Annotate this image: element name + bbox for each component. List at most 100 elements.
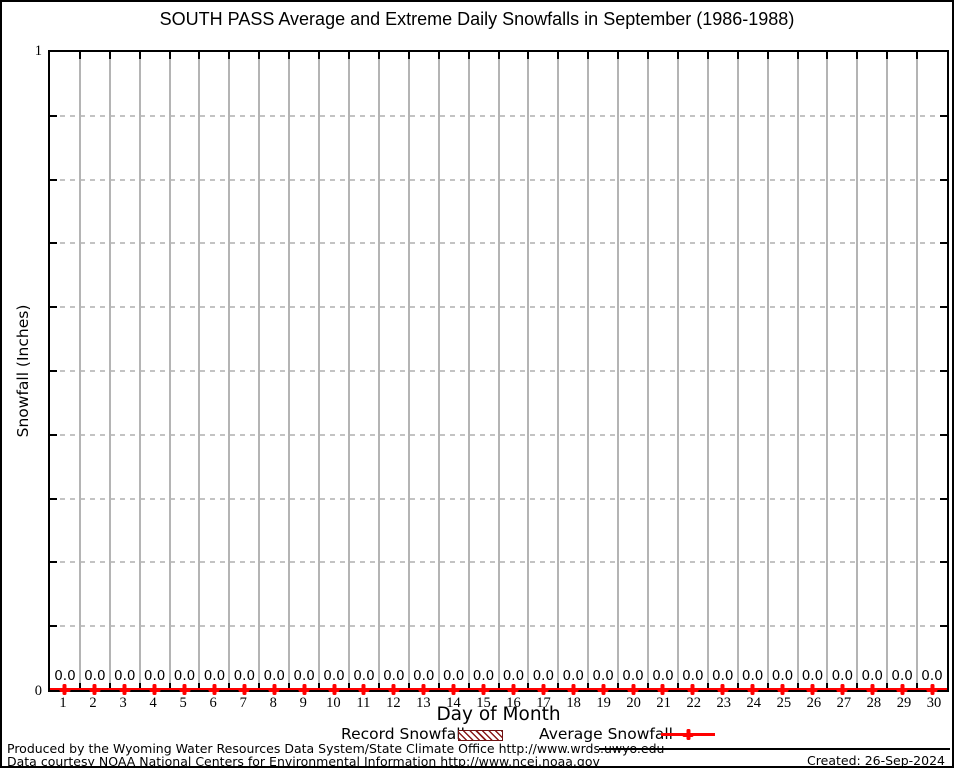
x-tick-bottom — [646, 683, 649, 690]
point-value-label: 0.0 — [652, 668, 674, 684]
x-tick-top — [736, 52, 739, 59]
marker-bar-vertical — [541, 684, 546, 695]
x-tick-bottom — [347, 683, 350, 690]
point-value-label: 0.0 — [413, 668, 435, 684]
x-tick-label: 20 — [626, 695, 641, 711]
point-value-label: 0.0 — [801, 668, 824, 684]
x-tick-label: 12 — [386, 695, 401, 711]
x-tick-label: 24 — [746, 695, 762, 711]
x-tick-top — [826, 52, 829, 59]
footer-created-date: Created: 26-Sep-2024 — [807, 753, 945, 768]
x-tick-top — [587, 52, 590, 59]
x-tick-label: 6 — [209, 695, 217, 711]
x-tick-bottom — [886, 683, 889, 690]
point-value-label: 0.0 — [233, 668, 256, 684]
vertical-gridline — [288, 52, 291, 690]
x-tick-label: 18 — [566, 695, 581, 711]
marker-bar-vertical — [601, 684, 606, 695]
x-tick-label: 28 — [866, 695, 882, 711]
x-tick-top — [856, 52, 859, 59]
x-tick-label: 15 — [476, 695, 491, 711]
x-tick-label: 14 — [446, 695, 461, 711]
footer-data-courtesy: Data courtesy NOAA National Centers for … — [7, 754, 600, 768]
vertical-gridline — [676, 52, 679, 690]
y-minor-tick-right — [940, 433, 947, 436]
x-tick-bottom — [826, 683, 829, 690]
footer-divider — [599, 748, 950, 750]
x-tick-bottom — [617, 683, 620, 690]
point-value-label: 0.0 — [562, 668, 584, 684]
legend: Record Snowfall Average Snowfall — [2, 724, 952, 744]
x-tick-bottom — [706, 683, 709, 690]
marker-bar-vertical — [660, 684, 665, 695]
marker-bar-vertical — [840, 684, 845, 695]
x-tick-bottom — [138, 683, 141, 690]
average-snowfall-marker — [657, 684, 669, 695]
point-value-label: 0.0 — [353, 668, 375, 684]
x-tick-bottom — [377, 683, 380, 690]
point-value-label: 0.0 — [861, 668, 883, 684]
marker-bar-vertical — [152, 684, 157, 695]
point-value-label: 0.0 — [143, 668, 166, 684]
point-value-label: 0.0 — [472, 668, 495, 684]
point-value-label: 0.0 — [592, 668, 614, 684]
vertical-gridline — [228, 52, 231, 690]
average-snowfall-marker — [208, 684, 220, 695]
average-snowfall-marker — [896, 684, 908, 695]
x-tick-label: 11 — [356, 695, 371, 711]
average-snowfall-marker — [747, 684, 759, 695]
y-minor-tick-left — [50, 497, 57, 500]
point-value-label: 0.0 — [54, 668, 76, 684]
point-value-label: 0.0 — [323, 668, 345, 684]
x-tick-top — [407, 52, 410, 59]
marker-bar-vertical — [810, 684, 815, 695]
vertical-gridline — [646, 52, 649, 690]
point-value-label: 0.0 — [921, 668, 943, 684]
point-value-label: 0.0 — [173, 668, 196, 684]
footer-produced-by: Produced by the Wyoming Water Resources … — [7, 741, 665, 756]
y-minor-tick-left — [50, 114, 57, 117]
average-snowfall-marker — [627, 684, 639, 695]
x-tick-label: 2 — [89, 695, 97, 711]
x-tick-label: 21 — [656, 695, 671, 711]
x-tick-labels: 1 2 3 4 5 6 7 8 9 10 11 12 13 14 15 16 17 18 19 20 21 22 23 24 2… — [48, 695, 949, 711]
y-minor-tick-right — [940, 114, 947, 117]
legend-label-record-snowfall: Record Snowfall — [341, 725, 465, 743]
average-snowfall-marker — [298, 684, 310, 695]
x-tick-bottom — [198, 683, 201, 690]
x-tick-bottom — [676, 683, 679, 690]
vertical-gridline — [856, 52, 859, 690]
x-tick-label: 13 — [416, 695, 431, 711]
average-snowfall-marker — [926, 684, 938, 695]
vertical-gridline — [108, 52, 111, 690]
average-snowfall-marker — [478, 684, 490, 695]
x-tick-top — [916, 52, 919, 59]
vertical-gridline — [407, 52, 410, 690]
x-tick-label: 8 — [269, 695, 277, 711]
x-tick-top — [886, 52, 889, 59]
vertical-gridline — [437, 52, 440, 690]
x-tick-top — [138, 52, 141, 59]
x-tick-top — [168, 52, 171, 59]
vertical-gridline — [557, 52, 560, 690]
marker-bar-vertical — [631, 684, 636, 695]
x-tick-label: 5 — [179, 695, 187, 711]
x-tick-bottom — [766, 683, 769, 690]
x-tick-label: 17 — [536, 695, 551, 711]
y-minor-tick-right — [940, 561, 947, 564]
x-tick-bottom — [467, 683, 470, 690]
x-tick-top — [198, 52, 201, 59]
x-tick-label: 7 — [239, 695, 247, 711]
point-value-label: 0.0 — [113, 668, 136, 684]
x-tick-bottom — [587, 683, 590, 690]
point-value-label: 0.0 — [622, 668, 644, 684]
x-tick-label: 27 — [836, 695, 852, 711]
plus-marker-icon — [682, 729, 694, 740]
y-minor-tick-right — [940, 178, 947, 181]
legend-label-average-snowfall: Average Snowfall — [539, 725, 673, 743]
vertical-gridline — [78, 52, 81, 690]
x-tick-top — [646, 52, 649, 59]
marker-bar-vertical — [720, 684, 725, 695]
vertical-gridline — [318, 52, 321, 690]
